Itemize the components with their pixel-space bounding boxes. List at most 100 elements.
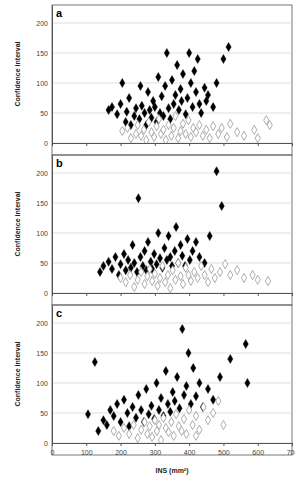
point (101, 261, 106, 270)
grid (52, 173, 292, 293)
point (166, 104, 171, 113)
point (200, 131, 205, 140)
point (175, 372, 180, 381)
point (124, 107, 129, 116)
tick-label: 100 (36, 380, 48, 387)
point (156, 114, 161, 123)
tick-mark (189, 443, 190, 446)
point (186, 116, 191, 125)
y-axis-title: Confidence interval (14, 341, 21, 406)
point (163, 366, 168, 375)
point (152, 102, 157, 111)
point (168, 252, 173, 261)
point (250, 270, 255, 279)
point (163, 81, 168, 90)
point (252, 125, 257, 134)
point (178, 84, 183, 93)
point (176, 105, 181, 114)
point (85, 410, 90, 419)
point (180, 324, 185, 333)
tick (223, 143, 224, 146)
axis-line (52, 156, 53, 294)
point (195, 54, 200, 63)
point (125, 255, 130, 264)
grid-line (52, 53, 292, 54)
point (192, 66, 197, 75)
point (178, 272, 183, 281)
tick-label: 50 (40, 260, 48, 267)
point (139, 405, 144, 414)
point (199, 261, 204, 270)
point (133, 129, 138, 138)
axis-line (53, 144, 293, 147)
point (109, 264, 114, 273)
tick (52, 143, 53, 146)
panel-label: a (56, 7, 63, 19)
point (193, 392, 198, 401)
point (141, 125, 146, 134)
point (156, 72, 161, 81)
tick: 200 (36, 170, 52, 177)
tick: 150 (36, 350, 52, 357)
tick-mark (52, 443, 53, 446)
point (170, 266, 175, 275)
point (136, 390, 141, 399)
tick-mark (292, 443, 293, 446)
tick-mark (292, 293, 293, 296)
point (165, 399, 170, 408)
point (168, 407, 173, 416)
tick-mark (121, 143, 122, 146)
point (188, 132, 193, 141)
point (197, 378, 202, 387)
tick: 300 (150, 443, 162, 456)
tick-label: 700 (287, 449, 295, 456)
point (173, 222, 178, 231)
point (221, 54, 226, 63)
tick: 150 (36, 200, 52, 207)
point (214, 167, 219, 176)
point (209, 264, 214, 273)
tick: 100 (36, 230, 52, 237)
point (154, 378, 159, 387)
point (108, 405, 113, 414)
point (171, 99, 176, 108)
point (217, 372, 222, 381)
point (216, 129, 221, 138)
point (184, 429, 189, 438)
x-axis-title: INS (mm²) (155, 467, 188, 475)
point (147, 422, 152, 431)
tick: 100 (36, 80, 52, 87)
tick (292, 143, 293, 146)
point (172, 246, 177, 255)
point (163, 135, 168, 143)
y-axis-title: Confidence interval (14, 191, 21, 256)
tick-label: 0 (51, 449, 55, 456)
point (193, 87, 198, 96)
point (181, 414, 186, 423)
point (245, 378, 250, 387)
point (211, 122, 216, 131)
tick-label: 150 (36, 350, 48, 357)
point (138, 81, 143, 90)
point (205, 90, 210, 99)
point (121, 395, 126, 404)
point (145, 87, 150, 96)
tick: 100 (36, 380, 52, 387)
point (193, 431, 198, 440)
point (162, 243, 167, 252)
grid-line (52, 233, 292, 234)
tick: 0 (44, 290, 52, 297)
point (92, 357, 97, 366)
tick (155, 143, 156, 146)
tick: 200 (36, 20, 52, 27)
series (106, 42, 231, 129)
panel: 050100150200bConfidence interval (14, 155, 293, 305)
point (120, 126, 125, 135)
point (205, 384, 210, 393)
point (139, 101, 144, 110)
point (111, 411, 116, 420)
point (121, 423, 126, 432)
series (111, 396, 226, 443)
series (118, 258, 271, 292)
tick-mark (155, 143, 156, 146)
